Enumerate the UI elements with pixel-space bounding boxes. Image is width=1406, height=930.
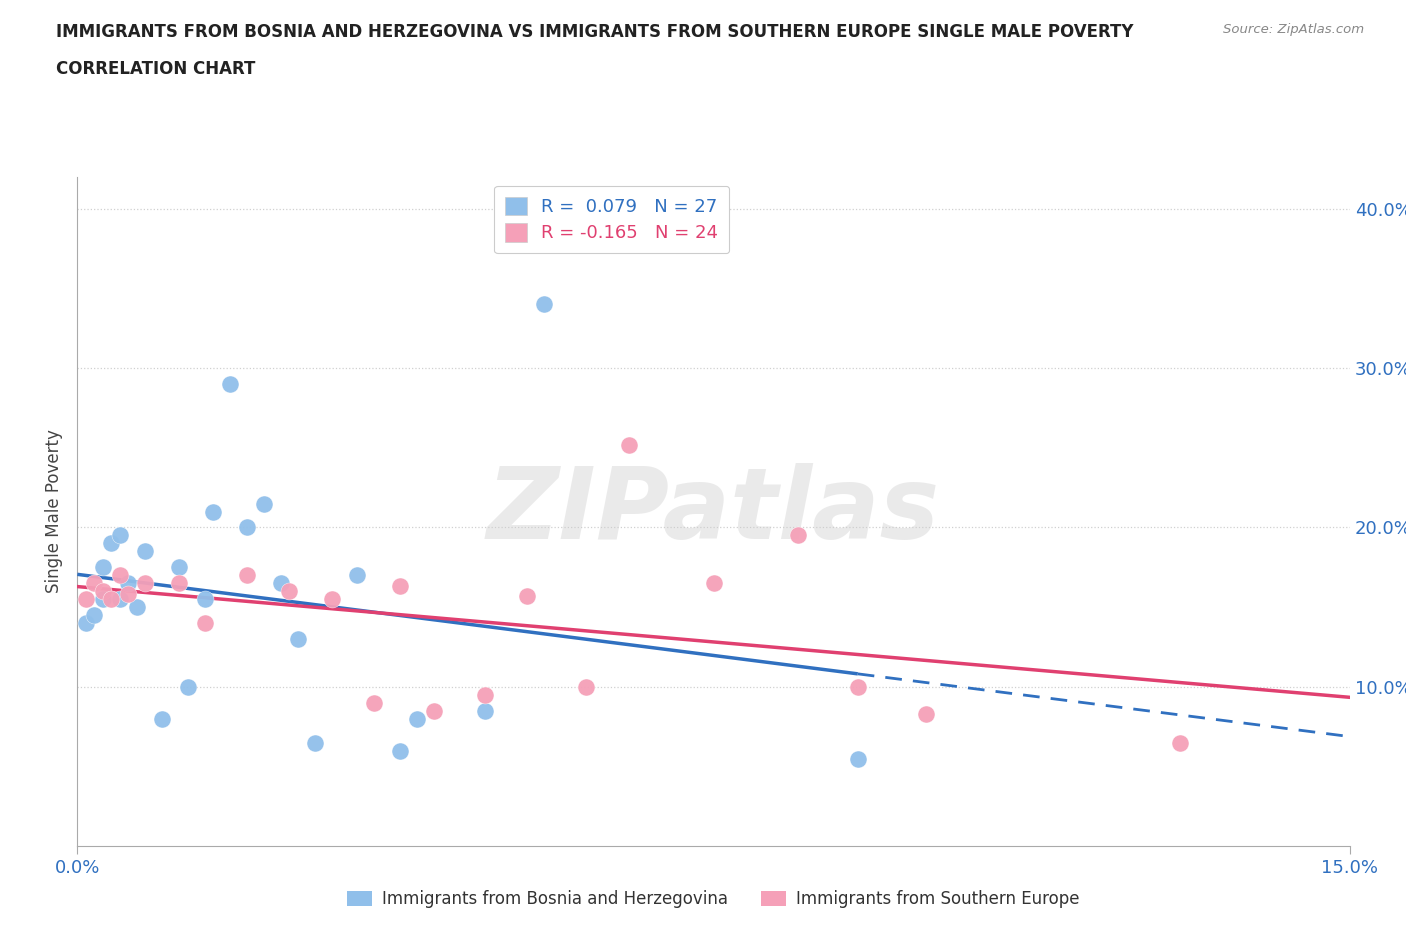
- Point: [83, 576, 105, 591]
- Point: [194, 591, 217, 606]
- Point: [91, 591, 114, 606]
- Point: [100, 536, 122, 551]
- Point: [167, 560, 190, 575]
- Point: [91, 584, 114, 599]
- Point: [253, 496, 276, 511]
- Point: [176, 680, 198, 695]
- Point: [100, 591, 122, 606]
- Point: [278, 584, 301, 599]
- Text: Source: ZipAtlas.com: Source: ZipAtlas.com: [1223, 23, 1364, 36]
- Point: [346, 568, 368, 583]
- Point: [321, 591, 343, 606]
- Point: [846, 680, 869, 695]
- Point: [117, 576, 139, 591]
- Point: [533, 297, 555, 312]
- Point: [703, 576, 725, 591]
- Point: [125, 600, 148, 615]
- Point: [236, 568, 259, 583]
- Point: [75, 591, 97, 606]
- Text: IMMIGRANTS FROM BOSNIA AND HERZEGOVINA VS IMMIGRANTS FROM SOUTHERN EUROPE SINGLE: IMMIGRANTS FROM BOSNIA AND HERZEGOVINA V…: [56, 23, 1133, 41]
- Point: [474, 687, 496, 702]
- Point: [108, 568, 131, 583]
- Point: [270, 576, 292, 591]
- Point: [167, 576, 190, 591]
- Point: [117, 587, 139, 602]
- Y-axis label: Single Male Poverty: Single Male Poverty: [45, 430, 63, 593]
- Point: [914, 707, 936, 722]
- Point: [405, 711, 427, 726]
- Point: [202, 504, 225, 519]
- Point: [1168, 736, 1191, 751]
- Point: [787, 528, 810, 543]
- Text: ZIPatlas: ZIPatlas: [486, 463, 941, 560]
- Point: [363, 696, 385, 711]
- Point: [219, 377, 242, 392]
- Point: [304, 736, 326, 751]
- Point: [388, 743, 411, 758]
- Point: [108, 528, 131, 543]
- Point: [474, 703, 496, 718]
- Point: [150, 711, 173, 726]
- Point: [108, 591, 131, 606]
- Point: [516, 589, 538, 604]
- Point: [388, 579, 411, 594]
- Point: [134, 576, 156, 591]
- Point: [287, 631, 309, 646]
- Point: [422, 703, 444, 718]
- Point: [134, 544, 156, 559]
- Point: [194, 616, 217, 631]
- Point: [75, 616, 97, 631]
- Point: [91, 560, 114, 575]
- Point: [846, 751, 869, 766]
- Point: [236, 520, 259, 535]
- Legend: Immigrants from Bosnia and Herzegovina, Immigrants from Southern Europe: Immigrants from Bosnia and Herzegovina, …: [340, 884, 1087, 915]
- Point: [575, 680, 598, 695]
- Point: [83, 607, 105, 622]
- Text: CORRELATION CHART: CORRELATION CHART: [56, 60, 256, 78]
- Point: [617, 437, 640, 452]
